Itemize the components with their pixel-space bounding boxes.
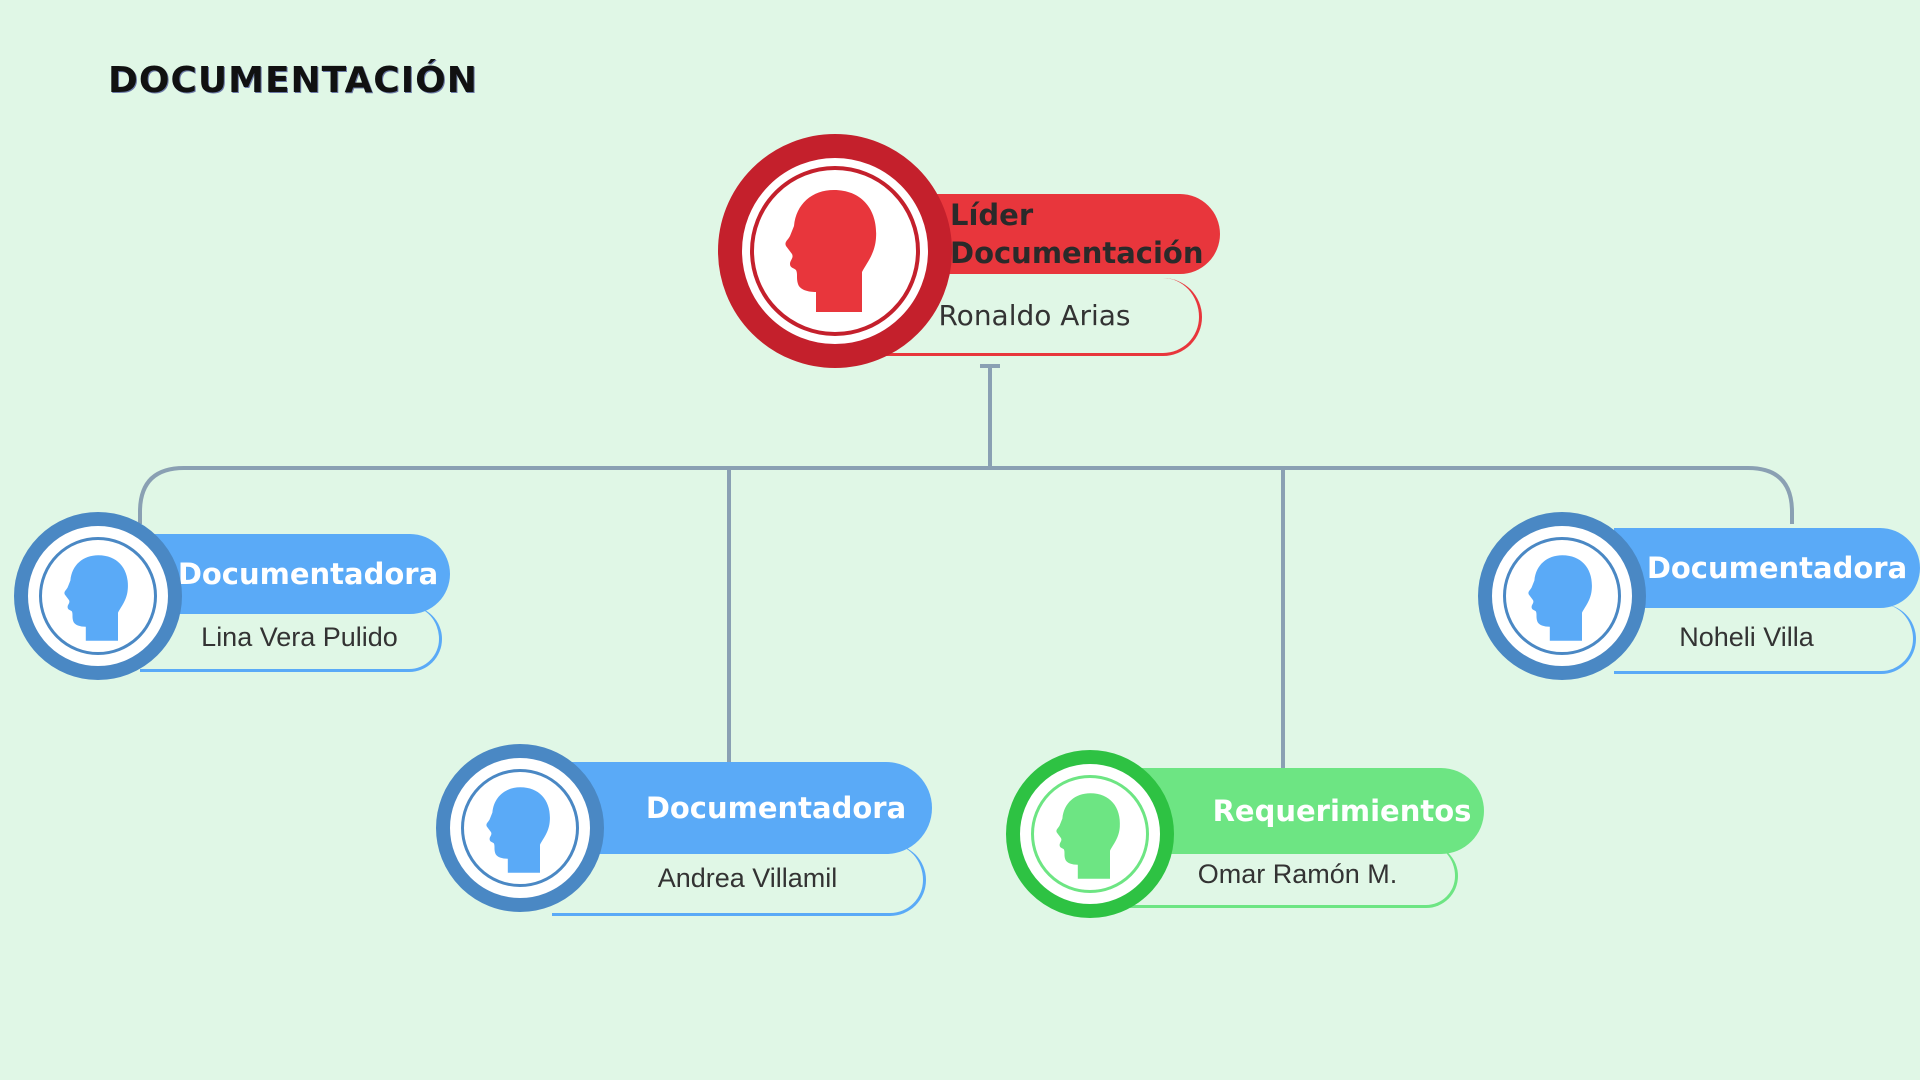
doc-center-role: Documentadora xyxy=(645,791,907,825)
requirements-role: Requerimientos xyxy=(1212,794,1472,828)
requirements-avatar xyxy=(1006,750,1174,918)
doc-right-role-pill: Documentadora xyxy=(1614,528,1920,608)
doc-center-role-pill: Documentadora xyxy=(560,762,932,854)
doc-left-name: Lina Vera Pulido xyxy=(201,622,398,652)
person-head-icon xyxy=(1528,555,1592,641)
doc-right-role: Documentadora xyxy=(1646,551,1908,585)
doc-right-name-box: Noheli Villa xyxy=(1614,604,1916,674)
requirements-name-box: Omar Ramón M. xyxy=(1130,844,1458,908)
leader-name: Ronaldo Arias xyxy=(938,299,1131,332)
leader-role-line1: Líder xyxy=(950,198,1034,232)
person-head-icon xyxy=(486,787,550,873)
doc-center-name-box: Andrea Villamil xyxy=(552,844,926,916)
person-head-icon xyxy=(1056,793,1120,879)
doc-right-avatar xyxy=(1478,512,1646,680)
doc-left-role-pill: Documentadora xyxy=(140,534,450,614)
leader-name-box: Ronaldo Arias xyxy=(880,278,1202,356)
main-branch-line xyxy=(138,466,1794,524)
requirements-role-pill: Requerimientos xyxy=(1140,768,1484,854)
person-head-icon xyxy=(64,555,128,641)
leader-role-line2: Documentación xyxy=(950,236,1204,270)
doc-center-avatar xyxy=(436,744,604,912)
doc-right-name: Noheli Villa xyxy=(1679,622,1814,652)
person-head-icon xyxy=(785,190,877,312)
doc-left-role: Documentadora xyxy=(177,557,439,591)
requirements-name: Omar Ramón M. xyxy=(1197,859,1398,889)
page-title: DOCUMENTACIÓN xyxy=(108,60,478,101)
doc-left-avatar xyxy=(14,512,182,680)
leader-avatar xyxy=(718,134,952,368)
doc-center-name: Andrea Villamil xyxy=(657,863,838,893)
doc-left-name-box: Lina Vera Pulido xyxy=(140,606,442,672)
